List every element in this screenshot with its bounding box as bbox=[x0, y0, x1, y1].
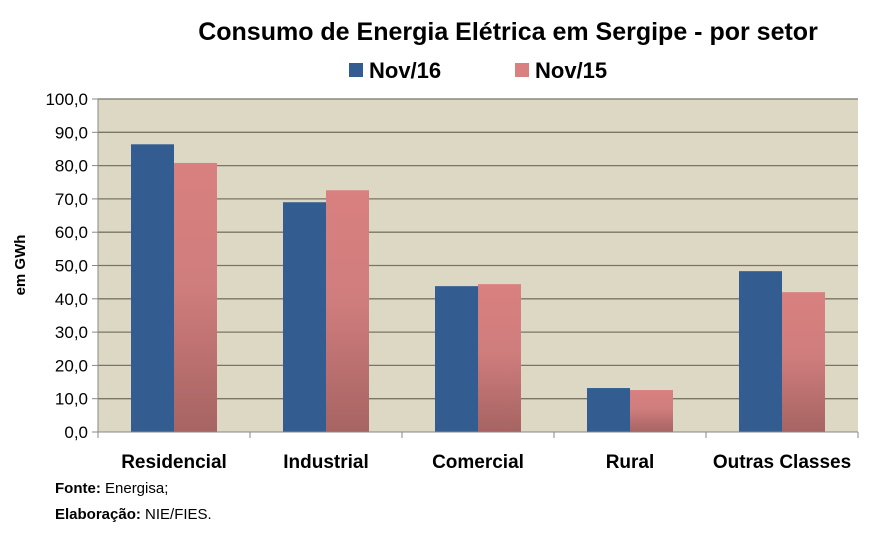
bar-nov-16-residencial bbox=[131, 144, 174, 432]
x-category-label: Residencial bbox=[121, 452, 227, 473]
legend: Nov/16 Nov/15 bbox=[349, 58, 607, 83]
bar-nov-16-comercial bbox=[435, 286, 478, 432]
x-category-label: Outras Classes bbox=[713, 452, 851, 473]
legend-swatch bbox=[349, 63, 363, 77]
x-category-label: Comercial bbox=[432, 452, 524, 473]
y-axis-label: em GWh bbox=[12, 235, 29, 296]
y-tick-label: 40,0 bbox=[55, 290, 88, 309]
bar-nov-16-outras-classes bbox=[739, 271, 782, 432]
y-tick-label: 70,0 bbox=[55, 190, 88, 209]
source-value: Energisa; bbox=[105, 480, 169, 497]
y-tick-label: 30,0 bbox=[55, 323, 88, 342]
x-category-labels: Residencial Industrial Comercial Rural Outra… bbox=[121, 452, 851, 473]
credit-note: Elaboração: NIE/FIES. bbox=[55, 506, 212, 523]
bar-nov-15-industrial bbox=[326, 190, 369, 432]
y-tick-labels: 0,0 10,0 20,0 30,0 40,0 50,0 60,0 70,0 80,0 90,0 1… bbox=[45, 90, 88, 442]
legend-label: Nov/16 bbox=[369, 58, 441, 83]
y-tick-label: 20,0 bbox=[55, 356, 88, 375]
legend-swatch bbox=[515, 63, 529, 77]
chart-title: Consumo de Energia Elétrica em Sergipe -… bbox=[198, 18, 818, 46]
bars bbox=[131, 144, 825, 432]
y-tick-label: 90,0 bbox=[55, 123, 88, 142]
bar-nov-15-outras-classes bbox=[782, 292, 825, 432]
credit-value: NIE/FIES. bbox=[145, 506, 212, 523]
x-category-label: Rural bbox=[606, 452, 655, 473]
y-tick-label: 100,0 bbox=[45, 90, 88, 109]
y-tick-label: 80,0 bbox=[55, 157, 88, 176]
bar-nov-15-rural bbox=[630, 390, 673, 432]
y-tick-label: 60,0 bbox=[55, 223, 88, 242]
axes bbox=[92, 98, 859, 438]
y-tick-label: 0,0 bbox=[64, 423, 88, 442]
bar-nov-16-industrial bbox=[283, 202, 326, 432]
bar-nov-15-comercial bbox=[478, 284, 521, 432]
source-label: Fonte: bbox=[55, 480, 101, 497]
legend-label: Nov/15 bbox=[535, 58, 607, 83]
source-note: Fonte: Energisa; bbox=[55, 480, 168, 497]
y-tick-label: 50,0 bbox=[55, 257, 88, 276]
x-category-label: Industrial bbox=[283, 452, 369, 473]
credit-label: Elaboração: bbox=[55, 506, 141, 523]
bar-nov-15-residencial bbox=[174, 162, 217, 432]
y-tick-label: 10,0 bbox=[55, 390, 88, 409]
bar-nov-16-rural bbox=[587, 388, 630, 432]
